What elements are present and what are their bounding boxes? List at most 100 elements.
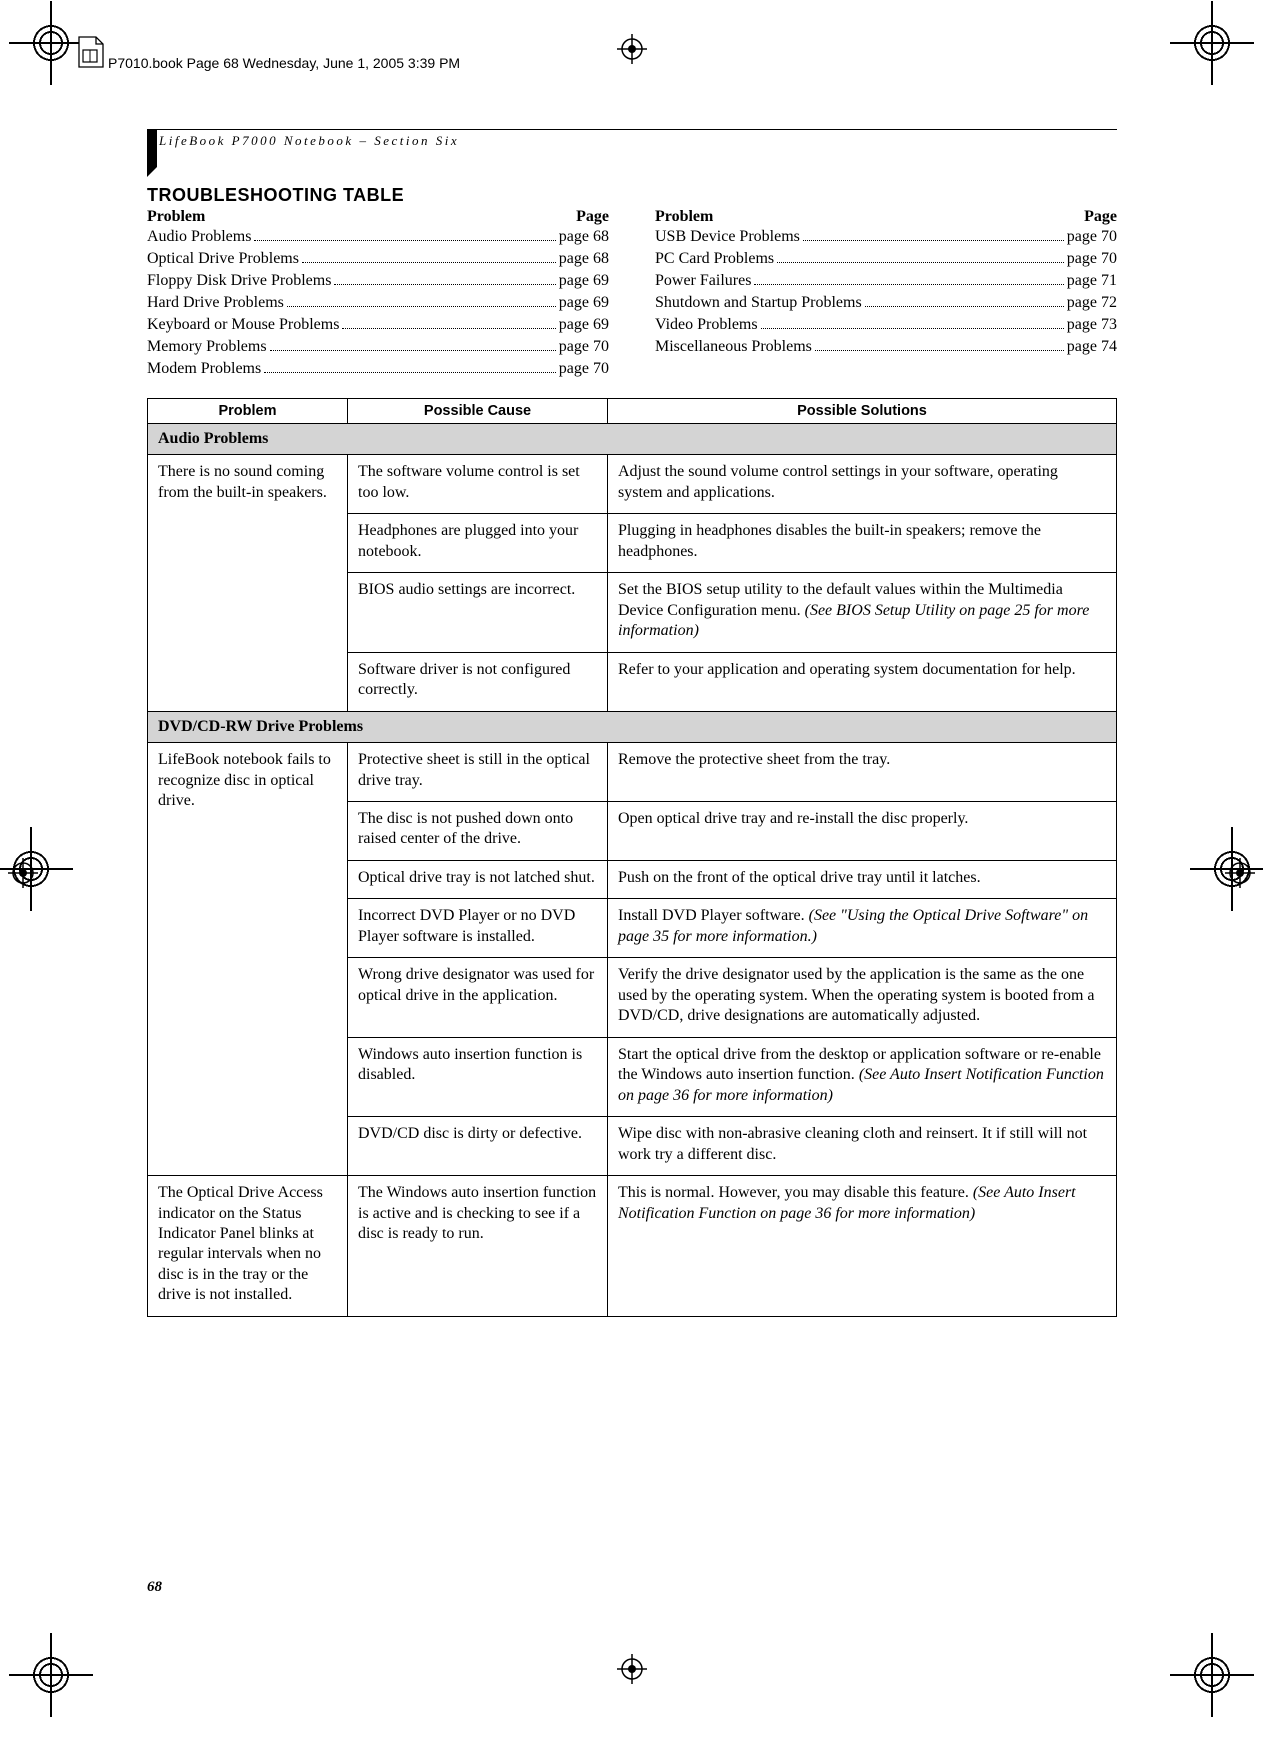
cell-cause: Software driver is not configured correc… bbox=[348, 652, 608, 711]
toc-header-page: Page bbox=[1084, 208, 1117, 226]
toc-leader-dots bbox=[754, 270, 1063, 285]
toc-row: Shutdown and Startup Problems page 72 bbox=[655, 292, 1117, 314]
page-number: 68 bbox=[147, 1579, 162, 1596]
cell-cause: Optical drive tray is not latched shut. bbox=[348, 860, 608, 898]
toc-leader-dots bbox=[342, 314, 555, 329]
toc-label: Shutdown and Startup Problems bbox=[655, 292, 862, 314]
toc-page: page 73 bbox=[1067, 314, 1117, 336]
toc-page: page 74 bbox=[1067, 336, 1117, 358]
toc-header: Problem Page bbox=[655, 208, 1117, 226]
cell-cause: The software volume control is set too l… bbox=[348, 455, 608, 514]
toc-leader-dots bbox=[264, 358, 556, 373]
cell-problem: The Optical Drive Access indicator on th… bbox=[148, 1176, 348, 1317]
cell-cause: Headphones are plugged into your noteboo… bbox=[348, 514, 608, 573]
toc-label: Optical Drive Problems bbox=[147, 248, 299, 270]
cell-solution: Set the BIOS setup utility to the defaul… bbox=[608, 573, 1117, 652]
cell-cause: Protective sheet is still in the optical… bbox=[348, 743, 608, 802]
toc-row: Audio Problems page 68 bbox=[147, 226, 609, 248]
toc-label: Miscellaneous Problems bbox=[655, 336, 812, 358]
cell-problem: LifeBook notebook fails to recognize dis… bbox=[148, 743, 348, 1176]
cell-solution: This is normal. However, you may disable… bbox=[608, 1176, 1117, 1317]
registration-target-icon bbox=[1225, 858, 1255, 888]
th-cause: Possible Cause bbox=[348, 398, 608, 423]
cell-solution: Adjust the sound volume control settings… bbox=[608, 455, 1117, 514]
toc-row: Floppy Disk Drive Problems page 69 bbox=[147, 270, 609, 292]
toc-page: page 71 bbox=[1067, 270, 1117, 292]
section-tab-icon bbox=[147, 129, 157, 167]
toc-row: Hard Drive Problems page 69 bbox=[147, 292, 609, 314]
toc-label: Floppy Disk Drive Problems bbox=[147, 270, 331, 292]
toc-page: page 69 bbox=[559, 292, 609, 314]
toc-page: page 70 bbox=[559, 358, 609, 380]
cell-cause: The disc is not pushed down onto raised … bbox=[348, 801, 608, 860]
toc-header-page: Page bbox=[576, 208, 609, 226]
cell-cause: DVD/CD disc is dirty or defective. bbox=[348, 1117, 608, 1176]
toc-page: page 70 bbox=[1067, 248, 1117, 270]
toc-row: Optical Drive Problems page 68 bbox=[147, 248, 609, 270]
troubleshooting-table: Problem Possible Cause Possible Solution… bbox=[147, 398, 1117, 1317]
toc-leader-dots bbox=[815, 336, 1064, 351]
content-area: LifeBook P7000 Notebook – Section Six TR… bbox=[147, 129, 1117, 1317]
table-header-row: Problem Possible Cause Possible Solution… bbox=[148, 398, 1117, 423]
registration-ring-icon bbox=[30, 22, 72, 64]
toc-row: Power Failurespage 71 bbox=[655, 270, 1117, 292]
cell-solution: Verify the drive designator used by the … bbox=[608, 958, 1117, 1037]
group-title: Audio Problems bbox=[148, 423, 1117, 454]
toc-page: page 68 bbox=[559, 226, 609, 248]
toc-page: page 70 bbox=[559, 336, 609, 358]
toc-label: Memory Problems bbox=[147, 336, 267, 358]
toc-label: Keyboard or Mouse Problems bbox=[147, 314, 339, 336]
cell-solution: Open optical drive tray and re-install t… bbox=[608, 801, 1117, 860]
cell-cause: The Windows auto insertion function is a… bbox=[348, 1176, 608, 1317]
toc-page: page 70 bbox=[1067, 226, 1117, 248]
page: P7010.book Page 68 Wednesday, June 1, 20… bbox=[0, 0, 1263, 1718]
toc: Problem Page Audio Problemspage 68Optica… bbox=[147, 208, 1117, 380]
table-row: The Optical Drive Access indicator on th… bbox=[148, 1176, 1117, 1317]
toc-label: Hard Drive Problems bbox=[147, 292, 284, 314]
framemaker-header: P7010.book Page 68 Wednesday, June 1, 20… bbox=[108, 55, 460, 71]
toc-leader-dots bbox=[302, 248, 556, 263]
toc-column-right: Problem Page USB Device Problemspage 70P… bbox=[655, 208, 1117, 380]
toc-row: Video Problems page 73 bbox=[655, 314, 1117, 336]
toc-page: page 69 bbox=[559, 314, 609, 336]
cell-problem: There is no sound coming from the built-… bbox=[148, 455, 348, 711]
section-title: TROUBLESHOOTING TABLE bbox=[147, 185, 1117, 206]
toc-label: Video Problems bbox=[655, 314, 758, 336]
cell-solution: Install DVD Player software. (See "Using… bbox=[608, 899, 1117, 958]
th-solution: Possible Solutions bbox=[608, 398, 1117, 423]
cell-cause: Wrong drive designator was used for opti… bbox=[348, 958, 608, 1037]
registration-target-icon bbox=[617, 34, 647, 64]
toc-page: page 69 bbox=[559, 270, 609, 292]
cell-solution: Wipe disc with non-abrasive cleaning clo… bbox=[608, 1117, 1117, 1176]
table-group-row: Audio Problems bbox=[148, 423, 1117, 454]
cell-solution: Start the optical drive from the desktop… bbox=[608, 1037, 1117, 1116]
registration-target-icon bbox=[617, 1654, 647, 1684]
cell-solution: Remove the protective sheet from the tra… bbox=[608, 743, 1117, 802]
running-head: LifeBook P7000 Notebook – Section Six bbox=[147, 129, 1117, 163]
toc-header: Problem Page bbox=[147, 208, 609, 226]
toc-row: Miscellaneous Problems page 74 bbox=[655, 336, 1117, 358]
toc-leader-dots bbox=[334, 270, 555, 285]
cell-cause: Windows auto insertion function is disab… bbox=[348, 1037, 608, 1116]
th-problem: Problem bbox=[148, 398, 348, 423]
toc-label: Modem Problems bbox=[147, 358, 261, 380]
toc-header-problem: Problem bbox=[147, 208, 576, 226]
registration-ring-icon bbox=[1191, 1654, 1233, 1696]
toc-page: page 68 bbox=[559, 248, 609, 270]
cell-cause: BIOS audio settings are incorrect. bbox=[348, 573, 608, 652]
toc-leader-dots bbox=[287, 292, 556, 307]
toc-leader-dots bbox=[777, 248, 1064, 263]
toc-leader-dots bbox=[761, 314, 1064, 329]
toc-label: Audio Problems bbox=[147, 226, 251, 248]
registration-ring-icon bbox=[1191, 22, 1233, 64]
group-title: DVD/CD-RW Drive Problems bbox=[148, 711, 1117, 742]
toc-leader-dots bbox=[254, 226, 555, 241]
table-row: LifeBook notebook fails to recognize dis… bbox=[148, 743, 1117, 802]
registration-target-icon bbox=[8, 858, 38, 888]
cell-solution: Plugging in headphones disables the buil… bbox=[608, 514, 1117, 573]
book-file-icon bbox=[78, 36, 104, 68]
table-row: There is no sound coming from the built-… bbox=[148, 455, 1117, 514]
toc-page: page 72 bbox=[1067, 292, 1117, 314]
toc-row: USB Device Problemspage 70 bbox=[655, 226, 1117, 248]
toc-header-problem: Problem bbox=[655, 208, 1084, 226]
